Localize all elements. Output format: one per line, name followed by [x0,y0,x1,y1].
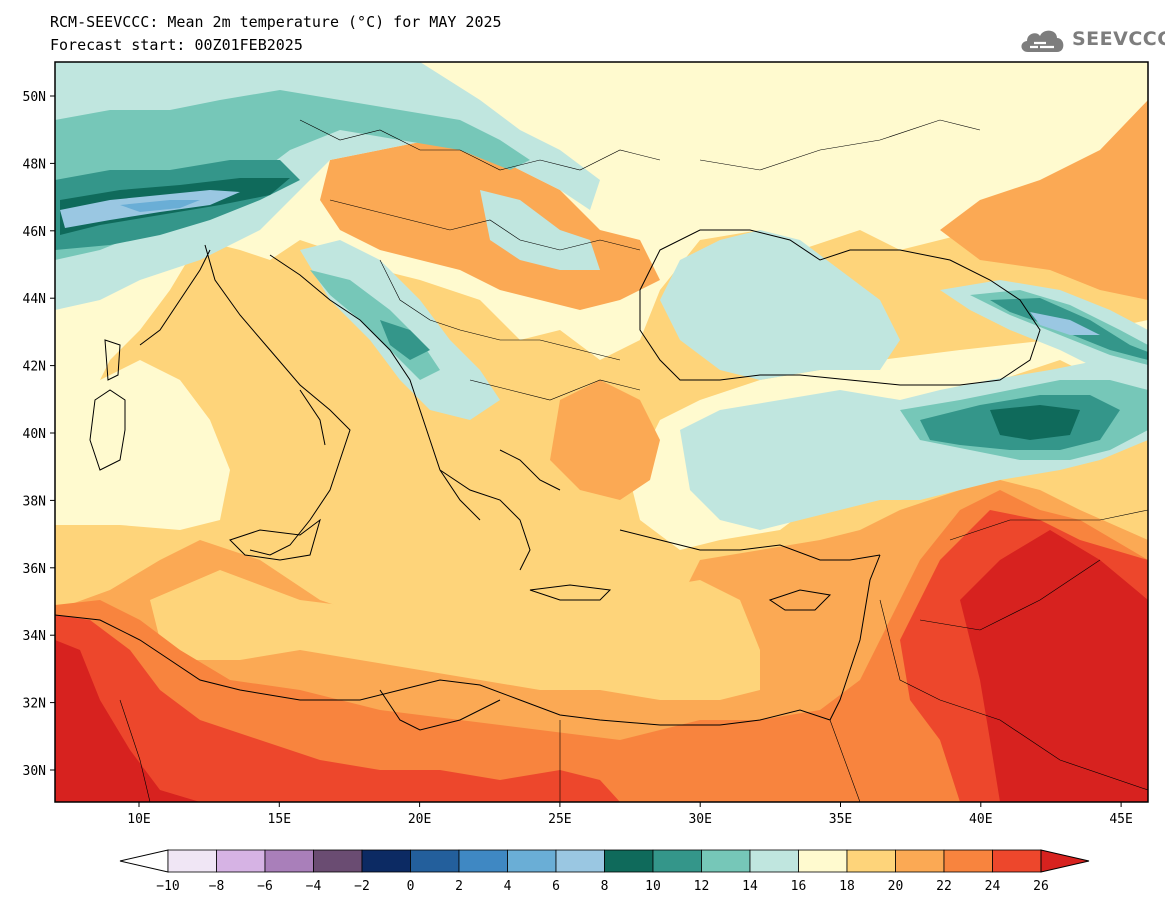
field-14-16-blacksea [660,230,900,380]
lon-label: 25E [548,812,571,827]
colorbar-swatch [410,849,460,873]
field-6-8-caucasus [1030,312,1100,335]
lon-label: 15E [268,812,291,827]
colorbar-tick-label: 4 [504,879,512,894]
field-22-24 [55,490,1148,802]
colorbar-tick-label: 20 [888,879,904,894]
colorbar-tick-label: 18 [839,879,855,894]
colorbar-swatch [264,849,314,873]
colorbar-swatch [992,849,1042,873]
colorbar-swatch [943,849,993,873]
colorbar-over-triangle [1040,849,1090,873]
colorbar-tick-label: −4 [306,879,322,894]
field-10-12-dinaric [380,320,430,360]
cloud-icon [1021,30,1064,52]
colorbar-swatch [895,849,945,873]
colorbar-swatch [555,849,605,873]
colorbar-swatch [458,849,508,873]
field-over-26-east [960,530,1148,802]
longitude-axis: 10E 15E 20E 25E 30E 35E 40E 45E [127,802,1133,827]
field-14-16-carpathian [480,190,600,270]
colorbar-tick-label: 26 [1033,879,1049,894]
colorbar-tick-label: 14 [742,879,758,894]
colorbar-swatch [652,849,702,873]
colorbar-tick-label: −6 [257,879,273,894]
colorbar-tick-label: 8 [601,879,609,894]
field-24-26 [55,615,620,802]
colorbar-swatch [361,849,411,873]
field-over-26-south [55,640,200,802]
field-20-22-east [940,100,1148,300]
colorbar-swatch [701,849,751,873]
colorbar-tick-label: 24 [985,879,1001,894]
colorbar-swatch [507,849,557,873]
colorbar-tick-label: 12 [694,879,710,894]
lon-label: 35E [829,812,852,827]
colorbar-swatch [167,849,217,873]
colorbar-tick-label: −2 [354,879,370,894]
forecast-start-subtitle: Forecast start: 00Z01FEB2025 [50,36,303,54]
lat-label: 50N [23,90,46,105]
lat-label: 30N [23,764,46,779]
field-20-22-aegean-west [550,380,660,500]
lat-label: 36N [23,562,46,577]
colorbar-tick-label: −8 [209,879,225,894]
lat-label: 46N [23,225,46,240]
lat-label: 42N [23,360,46,375]
colorbar-tick-label: 6 [552,879,560,894]
lon-label: 10E [127,812,150,827]
colorbar-tick-label: 10 [645,879,661,894]
map-frame [54,61,1149,803]
coastlines [55,229,1041,731]
lon-label: 45E [1109,812,1132,827]
field-16-18-italy [55,360,230,530]
field-8-10-anatolia [990,405,1080,440]
colorbar-swatch [749,849,799,873]
lon-label: 30E [688,812,711,827]
lat-label: 38N [23,494,46,509]
lat-label: 34N [23,629,46,644]
seevccc-logo: SEEVCCC [1018,24,1165,54]
colorbar-tick-label: 22 [936,879,952,894]
colorbar-swatch [604,849,654,873]
colorbar-swatch [798,849,848,873]
map-title: RCM-SEEVCCC: Mean 2m temperature (°C) fo… [50,13,502,31]
latitude-axis: 50N 48N 46N 44N 42N 40N 38N 36N 34N 32N 30N [23,90,55,779]
field-4-6-alps [120,200,200,212]
colorbar-swatch [313,849,363,873]
lon-label: 20E [408,812,431,827]
field-18-20-sea [150,570,760,700]
colorbar: −10 −8 −6 −4 −2 0 2 4 6 8 10 12 14 16 18 20 22 24 26 [119,849,1090,894]
lat-label: 44N [23,292,46,307]
colorbar-swatch [216,849,266,873]
colorbar-under-triangle [119,849,169,873]
logo-text: SEEVCCC [1072,28,1165,50]
lon-label: 40E [969,812,992,827]
map-field [55,62,1148,802]
country-borders [119,119,1148,802]
colorbar-tick-label: 0 [407,879,415,894]
lat-label: 32N [23,697,46,712]
colorbar-swatch [846,849,896,873]
lat-label: 40N [23,427,46,442]
lat-label: 48N [23,157,46,172]
colorbar-tick-label: 2 [455,879,463,894]
colorbar-tick-label: −10 [156,879,179,894]
colorbar-tick-label: 16 [791,879,807,894]
